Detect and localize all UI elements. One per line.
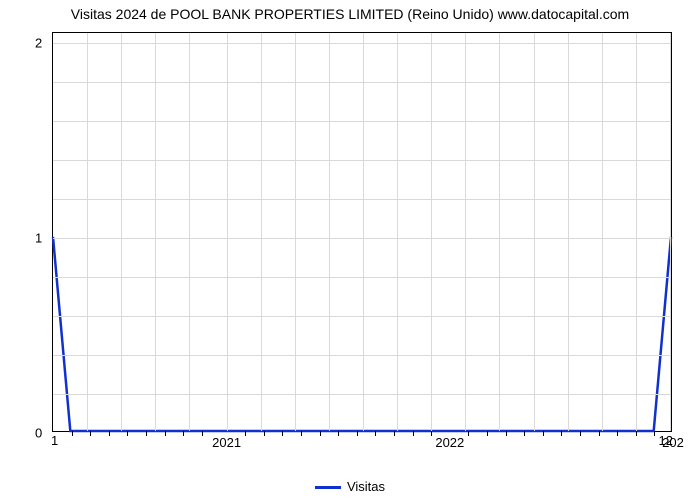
x-tick xyxy=(431,431,432,436)
gridline-h xyxy=(53,121,671,122)
gridline-v xyxy=(87,33,88,431)
gridline-v xyxy=(329,33,330,431)
gridline-h xyxy=(53,199,671,200)
gridline-h xyxy=(53,394,671,395)
x-tick xyxy=(202,431,203,436)
x-tick xyxy=(109,431,110,436)
gridline-v xyxy=(636,33,637,431)
x-tick xyxy=(338,431,339,436)
x-tick xyxy=(127,431,128,436)
x-tick xyxy=(320,431,321,436)
x-tick xyxy=(165,431,166,436)
gridline-v xyxy=(189,33,190,431)
y-axis-label: 1 xyxy=(35,230,42,245)
x-tick xyxy=(599,431,600,436)
gridline-h xyxy=(53,82,671,83)
x-tick xyxy=(375,431,376,436)
x-tick xyxy=(561,431,562,436)
x-tick xyxy=(183,431,184,436)
x-tick xyxy=(394,431,395,436)
gridline-v xyxy=(363,33,364,431)
x-tick xyxy=(264,431,265,436)
gridline-v xyxy=(295,33,296,431)
x-tick xyxy=(506,431,507,436)
x-tick xyxy=(468,431,469,436)
x-tick xyxy=(636,431,637,436)
x-axis-end: 12 xyxy=(659,433,673,448)
x-tick xyxy=(301,431,302,436)
gridline-v xyxy=(155,33,156,431)
chart-area: 01220212022202112 xyxy=(40,28,680,448)
gridline-v xyxy=(397,33,398,431)
x-tick xyxy=(72,431,73,436)
x-tick xyxy=(487,431,488,436)
x-tick xyxy=(413,431,414,436)
x-tick xyxy=(357,431,358,436)
gridline-v xyxy=(534,33,535,431)
y-axis-label: 2 xyxy=(35,35,42,50)
x-tick xyxy=(543,431,544,436)
x-tick xyxy=(282,431,283,436)
gridline-v xyxy=(499,33,500,431)
line-series xyxy=(53,33,671,431)
x-tick xyxy=(245,431,246,436)
x-tick xyxy=(146,431,147,436)
gridline-h xyxy=(53,355,671,356)
x-axis-start: 1 xyxy=(51,433,58,448)
gridline-v xyxy=(261,33,262,431)
legend-swatch xyxy=(315,486,341,489)
x-axis-label: 2021 xyxy=(212,435,241,450)
x-axis-label: 2022 xyxy=(435,435,464,450)
gridline-h xyxy=(53,160,671,161)
gridline-v xyxy=(431,33,432,431)
gridline-v xyxy=(121,33,122,431)
gridline-h xyxy=(53,277,671,278)
gridline-v xyxy=(568,33,569,431)
x-tick xyxy=(617,431,618,436)
chart-title: Visitas 2024 de POOL BANK PROPERTIES LIM… xyxy=(0,0,700,22)
gridline-h xyxy=(53,316,671,317)
gridline-v xyxy=(227,33,228,431)
x-tick xyxy=(90,431,91,436)
x-tick xyxy=(654,431,655,436)
gridline-h xyxy=(53,43,671,44)
gridline-v xyxy=(602,33,603,431)
y-axis-label: 0 xyxy=(35,426,42,441)
x-tick xyxy=(524,431,525,436)
plot-area: 01220212022202112 xyxy=(52,32,672,432)
x-tick xyxy=(580,431,581,436)
legend: Visitas xyxy=(0,479,700,494)
gridline-h xyxy=(53,238,671,239)
legend-label: Visitas xyxy=(347,479,385,494)
gridline-v xyxy=(465,33,466,431)
gridline-v xyxy=(670,33,671,431)
